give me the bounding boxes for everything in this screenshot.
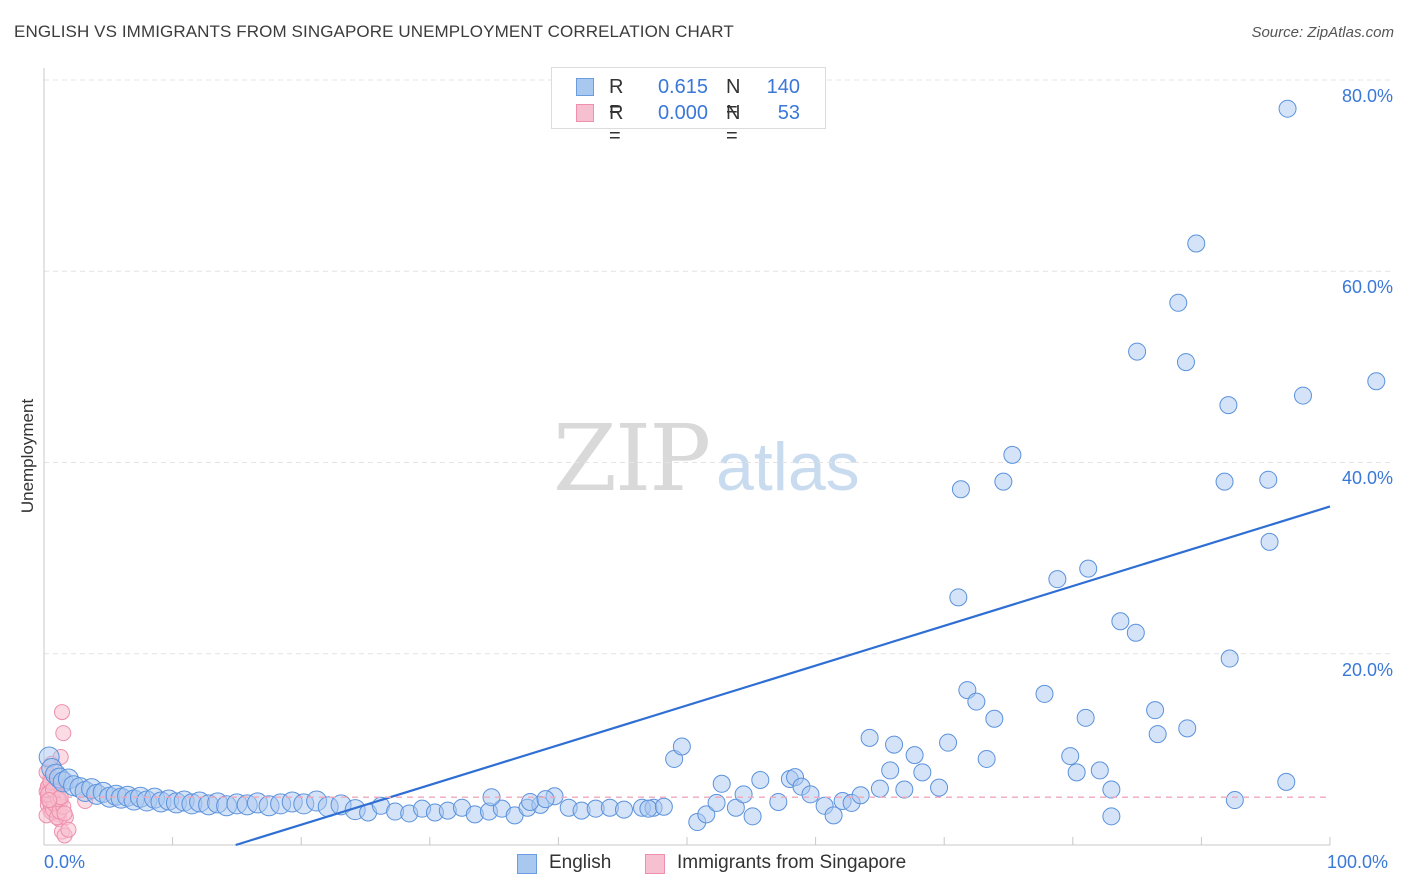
point-english [860, 728, 879, 747]
point-english [1169, 293, 1188, 312]
y-tick-80: 80.0% [1341, 86, 1393, 106]
point-singapore [56, 805, 73, 822]
point-singapore [54, 704, 71, 721]
legend-swatch-singapore [645, 854, 665, 874]
point-english [1079, 559, 1098, 578]
point-english [1220, 649, 1239, 668]
n-value: 53 [777, 102, 800, 124]
r-label: R = [609, 102, 624, 147]
point-english [895, 780, 914, 799]
point-english [801, 785, 820, 804]
point-english [697, 805, 716, 824]
axes [43, 68, 1331, 846]
point-singapore [55, 725, 72, 742]
watermark-atlas: atlas [716, 429, 860, 505]
point-english [743, 807, 762, 826]
chart-title: ENGLISH VS IMMIGRANTS FROM SINGAPORE UNE… [14, 22, 734, 41]
english-swatch [576, 78, 594, 96]
series-english [38, 99, 1386, 832]
point-english [654, 797, 673, 816]
x-tick-max: 100.0% [1327, 852, 1389, 872]
stats-box: R = 0.615 N = 140 R = 0.000 N = 53 [551, 67, 826, 147]
point-english [751, 770, 770, 789]
point-english [1259, 470, 1278, 489]
point-english [985, 709, 1004, 728]
r-value: 0.000 [657, 102, 708, 124]
point-english [1146, 701, 1165, 720]
point-english [1102, 807, 1121, 826]
trendline-english [235, 505, 1331, 847]
y-tick-20: 20.0% [1341, 660, 1393, 680]
source-label: Source: ZipAtlas.com [1251, 24, 1394, 41]
point-english [1225, 791, 1244, 810]
point-english [1076, 708, 1095, 727]
point-english [639, 799, 658, 818]
point-english [1215, 472, 1234, 491]
point-english [994, 472, 1013, 491]
point-english [707, 793, 726, 812]
n-label: N = [726, 102, 741, 147]
point-english [967, 692, 986, 711]
point-english [712, 774, 731, 793]
point-english [824, 806, 843, 825]
legend-swatch-english [517, 854, 537, 874]
point-english [1293, 386, 1312, 405]
point-singapore [41, 792, 58, 809]
singapore-swatch [576, 104, 594, 122]
point-english [1003, 445, 1022, 464]
point-english [1048, 570, 1067, 589]
point-english [930, 778, 949, 797]
point-english [939, 733, 958, 752]
point-english [769, 792, 788, 811]
legend-label-english: English [549, 852, 612, 873]
watermark-zip: ZIP [553, 405, 711, 512]
point-english [521, 792, 540, 811]
point-english [949, 588, 968, 607]
n-label: N = [726, 76, 741, 121]
y-tick-60: 60.0% [1341, 277, 1393, 297]
n-value: 140 [766, 76, 800, 98]
point-english [1178, 719, 1197, 738]
point-singapore [60, 821, 77, 838]
point-english [851, 786, 870, 805]
point-english [1126, 623, 1145, 642]
point-english [951, 480, 970, 499]
point-english [1260, 532, 1279, 551]
point-english [672, 737, 691, 756]
point-english [1277, 772, 1296, 791]
point-english [734, 785, 753, 804]
point-english [614, 800, 633, 819]
point-english [1219, 396, 1238, 415]
point-english [726, 798, 745, 817]
point-english [1111, 612, 1130, 631]
point-english [1278, 99, 1297, 118]
point-english [905, 746, 924, 765]
point-english [913, 763, 932, 782]
point-english [1090, 761, 1109, 780]
legend-label-singapore: Immigrants from Singapore [677, 852, 907, 873]
r-label: R = [609, 76, 624, 121]
point-english [1061, 747, 1080, 766]
point-english [1102, 780, 1121, 799]
point-english [1128, 342, 1147, 361]
trendlines [44, 505, 1331, 847]
point-english [536, 790, 555, 809]
point-english [977, 749, 996, 768]
point-english [1367, 372, 1386, 391]
point-english [885, 735, 904, 754]
x-tick-min: 0.0% [44, 852, 86, 872]
point-english [1067, 763, 1086, 782]
point-english [1148, 725, 1167, 744]
y-tick-40: 40.0% [1341, 468, 1393, 488]
point-english [1187, 234, 1206, 253]
point-english [881, 761, 900, 780]
r-value: 0.615 [657, 76, 708, 98]
point-english [870, 779, 889, 798]
point-english [1035, 684, 1054, 703]
point-english [1176, 353, 1195, 372]
